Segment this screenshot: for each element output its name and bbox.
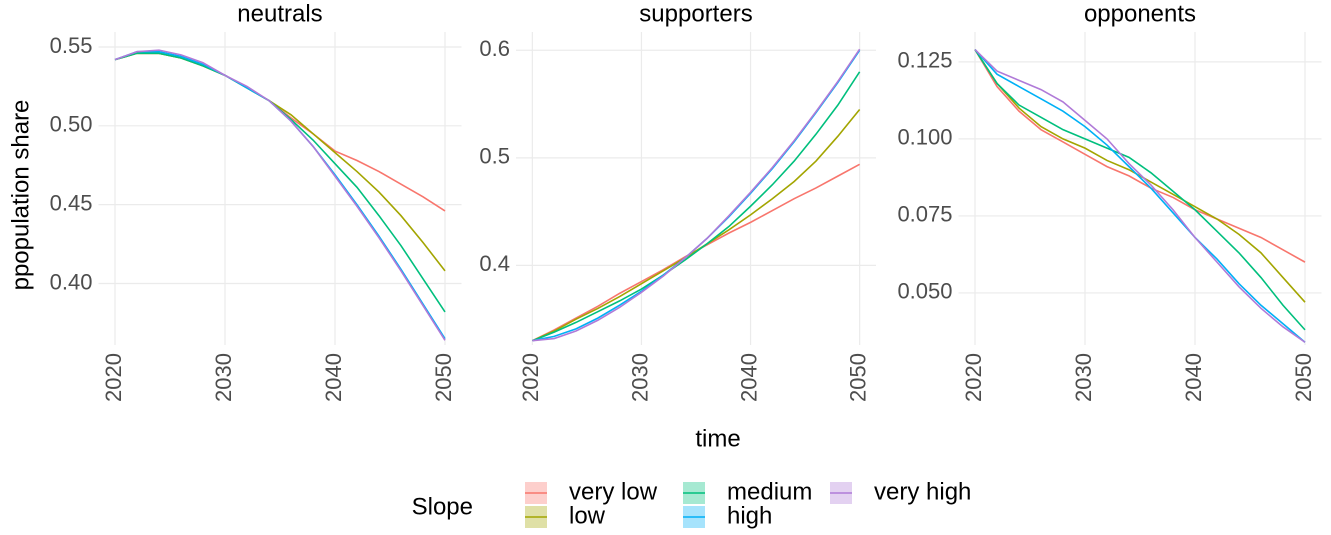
x-tick-label: 2020 (961, 353, 986, 402)
legend-label: medium (727, 478, 812, 505)
legend-title: Slope (412, 493, 473, 520)
panel-title: supporters (639, 0, 752, 27)
series-line (532, 48, 861, 342)
y-tick-label: 0.50 (50, 112, 93, 137)
y-tick-label: 0.4 (479, 251, 510, 276)
x-tick-label: 2040 (321, 353, 346, 402)
series-line (974, 49, 1306, 263)
x-tick-label: 2040 (1181, 353, 1206, 402)
series-line (974, 48, 1306, 343)
legend-label: high (727, 502, 772, 529)
legend-label: very high (874, 478, 971, 505)
x-tick-label: 2030 (1071, 353, 1096, 402)
series-line (532, 49, 861, 342)
series-line (974, 49, 1306, 343)
x-tick-label: 2020 (518, 353, 543, 402)
y-tick-label: 0.100 (897, 125, 952, 150)
x-tick-label: 2020 (101, 353, 126, 402)
panel-title: neutrals (237, 0, 322, 27)
x-axis-label: time (695, 425, 740, 452)
x-tick-label: 2050 (431, 353, 456, 402)
panel-title: opponents (1084, 0, 1196, 27)
x-tick-label: 2040 (736, 353, 761, 402)
series-line (532, 71, 861, 342)
legend-label: very low (569, 478, 658, 505)
legend-label: low (569, 502, 606, 529)
x-tick-label: 2050 (845, 353, 870, 402)
y-tick-label: 0.075 (897, 202, 952, 227)
series-line (532, 108, 861, 342)
series-line (114, 52, 446, 212)
y-tick-label: 0.5 (479, 144, 510, 169)
y-tick-label: 0.55 (50, 33, 93, 58)
series-line (974, 49, 1306, 303)
series-line (114, 49, 446, 341)
y-tick-label: 0.6 (479, 36, 510, 61)
y-tick-label: 0.40 (50, 269, 93, 294)
y-tick-label: 0.45 (50, 190, 93, 215)
y-tick-label: 0.050 (897, 279, 952, 304)
series-line (974, 49, 1306, 331)
x-tick-label: 2030 (211, 353, 236, 402)
series-line (114, 52, 446, 313)
series-line (114, 50, 446, 340)
x-tick-label: 2050 (1291, 353, 1316, 402)
x-tick-label: 2030 (627, 353, 652, 402)
y-tick-label: 0.125 (897, 48, 952, 73)
y-axis-label: ppopulation share (7, 100, 34, 291)
